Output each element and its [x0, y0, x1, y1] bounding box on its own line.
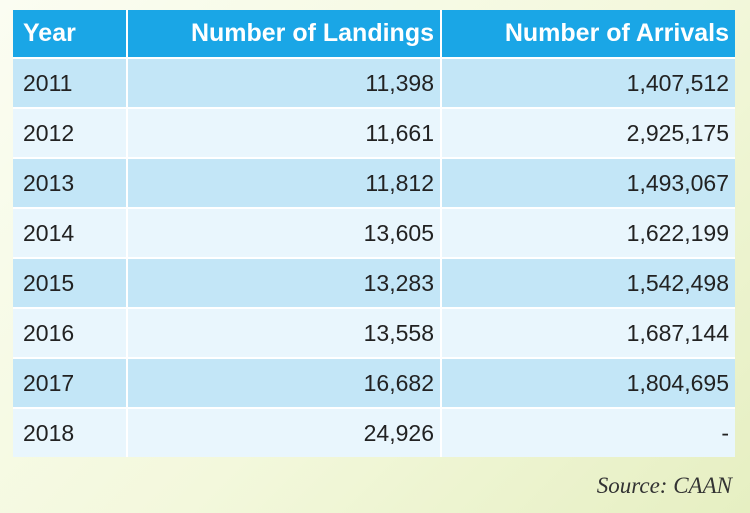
cell-arrivals: 1,542,498: [441, 257, 735, 308]
cell-year: 2014: [13, 207, 128, 258]
data-table-container: Year Number of Landings Number of Arriva…: [13, 10, 735, 457]
cell-year: 2018: [13, 407, 128, 457]
cell-landings: 11,661: [127, 107, 442, 158]
table-row: 2013 11,812 1,493,067: [13, 157, 735, 208]
cell-year: 2011: [13, 57, 128, 108]
cell-arrivals: -: [441, 407, 735, 457]
table-header: Year Number of Landings Number of Arriva…: [13, 10, 735, 58]
cell-landings: 13,558: [127, 307, 442, 358]
table-row: 2017 16,682 1,804,695: [13, 357, 735, 408]
cell-year: 2015: [13, 257, 128, 308]
cell-landings: 13,605: [127, 207, 442, 258]
cell-arrivals: 1,804,695: [441, 357, 735, 408]
cell-year: 2016: [13, 307, 128, 358]
table-row: 2015 13,283 1,542,498: [13, 257, 735, 308]
landings-arrivals-table: Year Number of Landings Number of Arriva…: [13, 10, 735, 457]
table-row: 2018 24,926 -: [13, 407, 735, 457]
cell-arrivals: 2,925,175: [441, 107, 735, 158]
cell-arrivals: 1,687,144: [441, 307, 735, 358]
cell-landings: 11,398: [127, 57, 442, 108]
cell-arrivals: 1,622,199: [441, 207, 735, 258]
header-year: Year: [13, 10, 128, 58]
cell-landings: 24,926: [127, 407, 442, 457]
table-row: 2011 11,398 1,407,512: [13, 57, 735, 108]
table-body: 2011 11,398 1,407,512 2012 11,661 2,925,…: [13, 57, 735, 457]
cell-landings: 11,812: [127, 157, 442, 208]
cell-year: 2017: [13, 357, 128, 408]
cell-arrivals: 1,407,512: [441, 57, 735, 108]
cell-landings: 16,682: [127, 357, 442, 408]
header-landings: Number of Landings: [127, 10, 442, 58]
header-row: Year Number of Landings Number of Arriva…: [13, 10, 735, 58]
cell-landings: 13,283: [127, 257, 442, 308]
header-arrivals: Number of Arrivals: [441, 10, 735, 58]
table-row: 2016 13,558 1,687,144: [13, 307, 735, 358]
table-row: 2014 13,605 1,622,199: [13, 207, 735, 258]
cell-year: 2012: [13, 107, 128, 158]
cell-arrivals: 1,493,067: [441, 157, 735, 208]
table-row: 2012 11,661 2,925,175: [13, 107, 735, 158]
source-caption: Source: CAAN: [596, 473, 732, 498]
cell-year: 2013: [13, 157, 128, 208]
